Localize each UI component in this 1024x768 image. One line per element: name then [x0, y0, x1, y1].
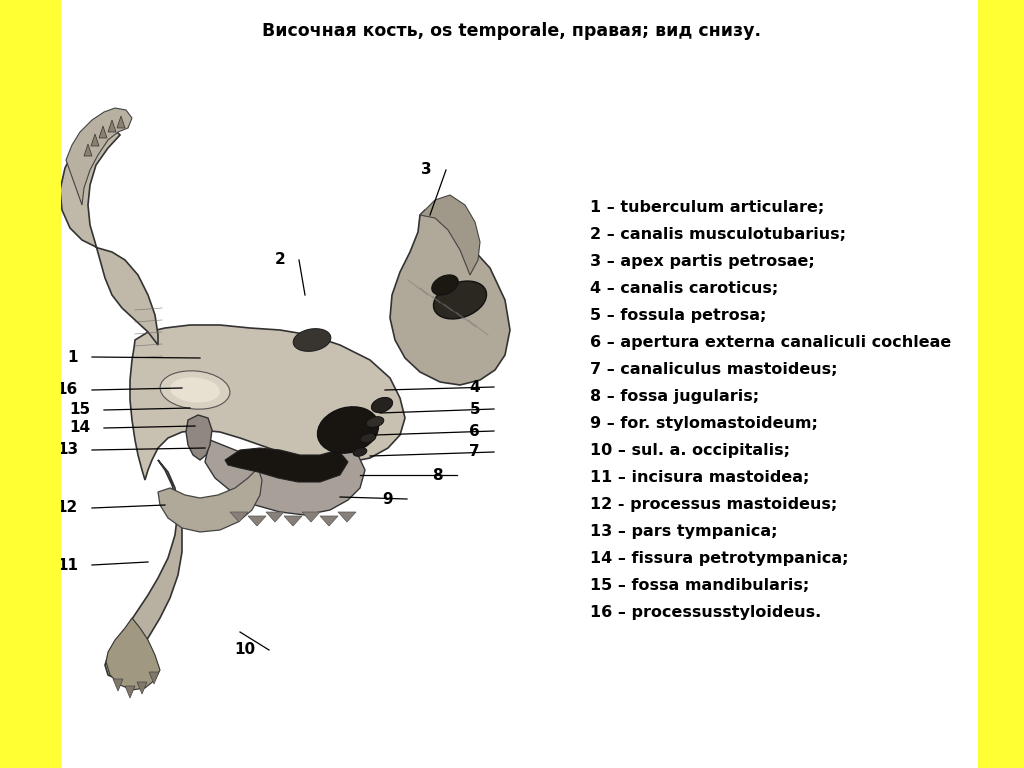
- Polygon shape: [390, 210, 510, 385]
- Ellipse shape: [433, 281, 486, 319]
- Text: 15 – fossa mandibularis;: 15 – fossa mandibularis;: [590, 578, 809, 593]
- Polygon shape: [302, 512, 319, 522]
- Ellipse shape: [360, 433, 376, 443]
- Polygon shape: [91, 134, 99, 146]
- Text: 1: 1: [68, 349, 78, 365]
- Polygon shape: [248, 516, 266, 526]
- Ellipse shape: [353, 448, 367, 456]
- Text: 3 – apex partis petrosae;: 3 – apex partis petrosae;: [590, 254, 815, 269]
- Text: 2: 2: [274, 253, 285, 267]
- Polygon shape: [99, 126, 106, 138]
- Ellipse shape: [432, 275, 459, 295]
- Text: 4: 4: [469, 379, 480, 395]
- Text: 3: 3: [421, 163, 432, 177]
- Text: 7 – canaliculus mastoideus;: 7 – canaliculus mastoideus;: [590, 362, 838, 377]
- Text: 10: 10: [233, 643, 255, 657]
- Text: 14: 14: [69, 421, 90, 435]
- Polygon shape: [137, 682, 147, 694]
- Polygon shape: [113, 679, 123, 691]
- Polygon shape: [66, 108, 132, 205]
- Text: 1 – tuberculum articulare;: 1 – tuberculum articulare;: [590, 200, 824, 215]
- Polygon shape: [420, 195, 480, 275]
- Polygon shape: [284, 516, 302, 526]
- Polygon shape: [230, 512, 248, 522]
- Polygon shape: [106, 618, 160, 690]
- Polygon shape: [125, 686, 135, 698]
- Text: Височная кость, os temporale, правая; вид снизу.: Височная кость, os temporale, правая; ви…: [262, 22, 762, 40]
- Polygon shape: [108, 120, 116, 132]
- Text: 13: 13: [57, 442, 78, 458]
- Text: 12 - processus mastoideus;: 12 - processus mastoideus;: [590, 497, 838, 512]
- Text: 11 – incisura mastoidea;: 11 – incisura mastoidea;: [590, 470, 809, 485]
- Ellipse shape: [170, 377, 220, 402]
- Polygon shape: [130, 325, 406, 480]
- Text: 6: 6: [469, 423, 480, 439]
- Ellipse shape: [372, 397, 392, 412]
- Text: 13 – pars tympanica;: 13 – pars tympanica;: [590, 524, 777, 539]
- Polygon shape: [205, 440, 365, 515]
- Polygon shape: [105, 460, 182, 678]
- Text: 5 – fossula petrosa;: 5 – fossula petrosa;: [590, 308, 766, 323]
- Polygon shape: [84, 144, 92, 156]
- Ellipse shape: [317, 407, 379, 453]
- Bar: [978, 0, 1024, 768]
- Text: 4 – canalis caroticus;: 4 – canalis caroticus;: [590, 281, 778, 296]
- Text: 6 – apertura externa canaliculi cochleae: 6 – apertura externa canaliculi cochleae: [590, 335, 951, 350]
- Text: 11: 11: [57, 558, 78, 572]
- Polygon shape: [117, 116, 125, 128]
- Polygon shape: [266, 512, 284, 522]
- Polygon shape: [158, 468, 262, 532]
- Text: 12: 12: [56, 501, 78, 515]
- Polygon shape: [60, 130, 158, 345]
- Text: 2 – canalis musculotubarius;: 2 – canalis musculotubarius;: [590, 227, 846, 242]
- Text: 16 – processusstyloideus.: 16 – processusstyloideus.: [590, 605, 821, 620]
- Text: 8 – fossa jugularis;: 8 – fossa jugularis;: [590, 389, 759, 404]
- Text: 15: 15: [69, 402, 90, 418]
- Polygon shape: [319, 516, 338, 526]
- Text: 9 – for. stylomastoideum;: 9 – for. stylomastoideum;: [590, 416, 818, 431]
- Text: 16: 16: [56, 382, 78, 398]
- Text: 5: 5: [469, 402, 480, 416]
- Polygon shape: [186, 415, 212, 460]
- Ellipse shape: [367, 416, 384, 427]
- Polygon shape: [338, 512, 356, 522]
- Text: 9: 9: [382, 492, 393, 507]
- Polygon shape: [150, 672, 159, 684]
- Text: 14 – fissura petrotympanica;: 14 – fissura petrotympanica;: [590, 551, 849, 566]
- Polygon shape: [225, 448, 348, 482]
- Ellipse shape: [293, 329, 331, 351]
- Bar: [0, 0, 61, 768]
- Text: 10 – sul. a. occipitalis;: 10 – sul. a. occipitalis;: [590, 443, 790, 458]
- Text: 8: 8: [432, 468, 443, 482]
- Text: 7: 7: [469, 445, 480, 459]
- Ellipse shape: [160, 371, 230, 409]
